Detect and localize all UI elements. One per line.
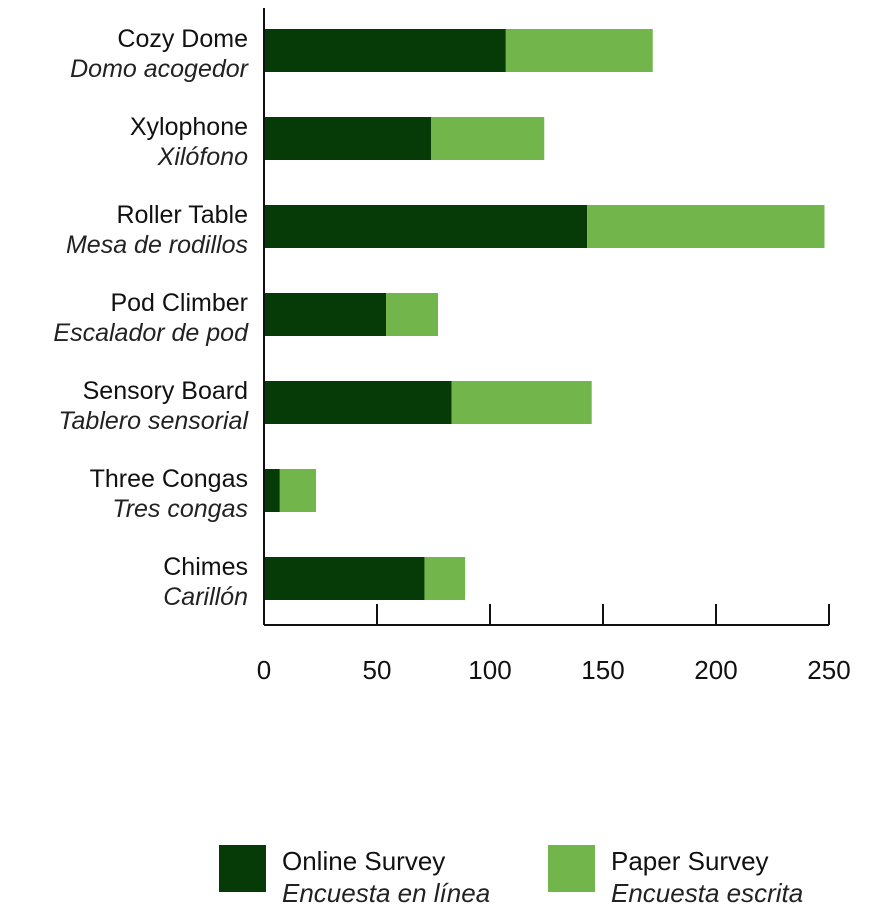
category-label: Roller Table xyxy=(116,201,248,229)
bar-online-4 xyxy=(264,293,387,336)
x-tick-label: 50 xyxy=(363,655,392,685)
bar-online-1 xyxy=(264,29,506,72)
category-label-es: Mesa de rodillos xyxy=(66,231,248,259)
legend-label-online: Online Survey xyxy=(282,846,446,876)
bar-paper-5 xyxy=(451,381,592,424)
category-label-es: Tres congas xyxy=(112,495,248,523)
legend-swatch-online xyxy=(219,845,266,892)
x-tick-label: 250 xyxy=(807,655,850,685)
category-label-es: Escalador de pod xyxy=(53,319,249,347)
bar-online-7 xyxy=(264,557,425,600)
x-tick-label: 150 xyxy=(581,655,624,685)
legend-paper: Paper Survey Encuesta escrita xyxy=(548,845,803,909)
category-label: Chimes xyxy=(163,553,248,581)
bar-paper-1 xyxy=(505,29,653,72)
bar-marks xyxy=(264,29,825,600)
x-tick-label: 200 xyxy=(694,655,737,685)
x-tick-label: 0 xyxy=(257,655,271,685)
bar-paper-7 xyxy=(424,557,466,600)
category-label-es: Tablero sensorial xyxy=(59,407,250,435)
bar-paper-6 xyxy=(279,469,316,512)
category-label-es: Domo acogedor xyxy=(70,55,250,83)
legend-online: Online Survey Encuesta en línea xyxy=(219,845,490,909)
bar-online-6 xyxy=(264,469,280,512)
legend-label-paper-es: Encuesta escrita xyxy=(611,878,804,908)
bar-paper-4 xyxy=(386,293,439,336)
x-tick-label: 100 xyxy=(468,655,511,685)
category-label: Xylophone xyxy=(130,113,248,141)
axes: 0 50 100 150 200 250 xyxy=(257,8,851,685)
category-label-es: Carillón xyxy=(163,583,248,611)
bar-online-3 xyxy=(264,205,588,248)
bar-paper-2 xyxy=(431,117,545,160)
category-label: Sensory Board xyxy=(83,377,248,405)
category-label: Three Congas xyxy=(90,465,248,493)
category-label: Cozy Dome xyxy=(117,25,248,53)
category-label: Pod Climber xyxy=(110,289,248,317)
legend-label-online-es: Encuesta en línea xyxy=(282,878,491,908)
category-label-es: Xilófono xyxy=(157,143,248,171)
legend-label-paper: Paper Survey xyxy=(611,846,769,876)
legend-swatch-paper xyxy=(548,845,595,892)
bar-online-2 xyxy=(264,117,432,160)
bar-paper-3 xyxy=(587,205,825,248)
bar-online-5 xyxy=(264,381,452,424)
